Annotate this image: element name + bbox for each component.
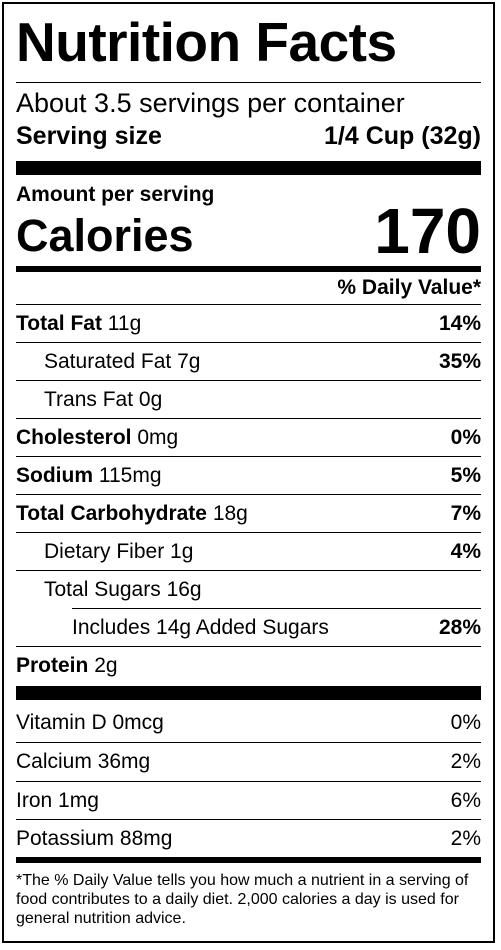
- calories-value: 170: [374, 195, 481, 267]
- nutrient-dv: 28%: [438, 616, 481, 639]
- nutrient-amount: 0g: [138, 388, 163, 411]
- vitamin-dv: 0%: [450, 711, 481, 734]
- nutrient-row-total-fat: Total Fat 11g 14%: [16, 305, 481, 342]
- nutrient-row-cholesterol: Cholesterol 0mg 0%: [16, 419, 481, 456]
- nutrient-name: Dietary Fiber: [44, 540, 165, 563]
- daily-value-header: % Daily Value*: [337, 276, 481, 299]
- vitamin-row-vitamin-d: Vitamin D 0mcg 0%: [16, 704, 481, 741]
- nutrient-row-protein: Protein 2g: [16, 647, 481, 684]
- vitamin-name: Potassium: [16, 827, 115, 850]
- vitamin-row-calcium: Calcium 36mg 2%: [16, 743, 481, 780]
- nutrient-row-saturated-fat: Saturated Fat 7g 35%: [16, 343, 481, 380]
- vitamin-amount: 88mg: [119, 827, 173, 850]
- nutrient-name: Total Carbohydrate: [16, 502, 207, 525]
- nutrient-amount: 18g: [212, 502, 248, 525]
- divider: [16, 742, 481, 743]
- nutrient-dv: 0%: [450, 426, 481, 449]
- nutrition-facts-panel: Nutrition Facts About 3.5 servings per c…: [2, 2, 495, 943]
- divider: [72, 608, 481, 609]
- nutrient-amount: 1g: [170, 540, 194, 563]
- divider: [16, 380, 481, 381]
- nutrient-amount: 11g: [107, 312, 142, 335]
- nutrient-dv: 5%: [450, 464, 481, 487]
- nutrient-amount: 7g: [177, 350, 201, 373]
- nutrient-name: Total Fat: [16, 312, 102, 335]
- nutrient-name: Includes 14g Added Sugars: [72, 616, 329, 639]
- vitamin-row-potassium: Potassium 88mg 2%: [16, 820, 481, 857]
- divider: [16, 819, 481, 820]
- vitamin-dv: 6%: [450, 789, 481, 812]
- nutrient-amount: 0mg: [137, 426, 179, 449]
- vitamin-name: Vitamin D: [16, 711, 107, 734]
- divider: [16, 532, 481, 533]
- vitamin-name: Iron: [16, 789, 53, 812]
- nutrient-dv: 4%: [450, 540, 481, 563]
- vitamin-amount: 36mg: [97, 750, 151, 773]
- servings-per-container: About 3.5 servings per container: [16, 88, 405, 118]
- nutrient-name: Protein: [16, 654, 89, 677]
- divider: [16, 304, 481, 305]
- panel-title: Nutrition Facts: [16, 11, 397, 73]
- nutrient-name: Trans Fat: [44, 388, 134, 411]
- nutrient-dv: 35%: [438, 350, 481, 373]
- vitamin-name: Calcium: [16, 750, 92, 773]
- nutrient-row-total-carbohydrate: Total Carbohydrate 18g 7%: [16, 495, 481, 532]
- nutrient-row-sodium: Sodium 115mg 5%: [16, 457, 481, 494]
- nutrient-dv: 14%: [438, 312, 481, 335]
- vitamin-dv: 2%: [450, 827, 481, 850]
- nutrient-amount: 16g: [166, 578, 202, 601]
- serving-size-label: Serving size: [16, 122, 162, 150]
- nutrient-dv: 7%: [450, 502, 481, 525]
- serving-size-value: 1/4 Cup (32g): [324, 122, 481, 150]
- nutrient-name: Cholesterol: [16, 426, 132, 449]
- nutrient-row-added-sugars: Includes 14g Added Sugars 28%: [16, 609, 481, 646]
- divider: [16, 342, 481, 343]
- nutrient-name: Sodium: [16, 464, 93, 487]
- vitamin-amount: 0mcg: [112, 711, 164, 734]
- nutrient-amount: 115mg: [98, 464, 162, 487]
- nutrient-row-trans-fat: Trans Fat 0g: [16, 381, 481, 418]
- divider: [16, 570, 481, 571]
- divider: [16, 82, 481, 83]
- thick-divider: [16, 686, 481, 700]
- divider: [16, 418, 481, 419]
- thick-divider: [16, 161, 481, 175]
- nutrient-name: Total Sugars: [44, 578, 161, 601]
- divider: [16, 781, 481, 782]
- divider: [16, 494, 481, 495]
- nutrient-row-total-sugars: Total Sugars 16g: [16, 571, 481, 608]
- vitamin-amount: 1mg: [58, 789, 99, 812]
- divider: [16, 456, 481, 457]
- medium-divider: [16, 266, 481, 272]
- amount-per-serving: Amount per serving: [16, 183, 215, 206]
- divider: [16, 646, 481, 647]
- medium-divider: [16, 857, 481, 863]
- vitamin-dv: 2%: [450, 750, 481, 773]
- daily-value-footnote: *The % Daily Value tells you how much a …: [16, 872, 469, 927]
- vitamin-row-iron: Iron 1mg 6%: [16, 782, 481, 819]
- calories-row: Calories 170: [16, 196, 481, 266]
- nutrient-name: Saturated Fat: [44, 350, 172, 373]
- calories-label: Calories: [16, 210, 194, 261]
- nutrient-amount: 2g: [94, 654, 118, 677]
- nutrient-row-dietary-fiber: Dietary Fiber 1g 4%: [16, 533, 481, 570]
